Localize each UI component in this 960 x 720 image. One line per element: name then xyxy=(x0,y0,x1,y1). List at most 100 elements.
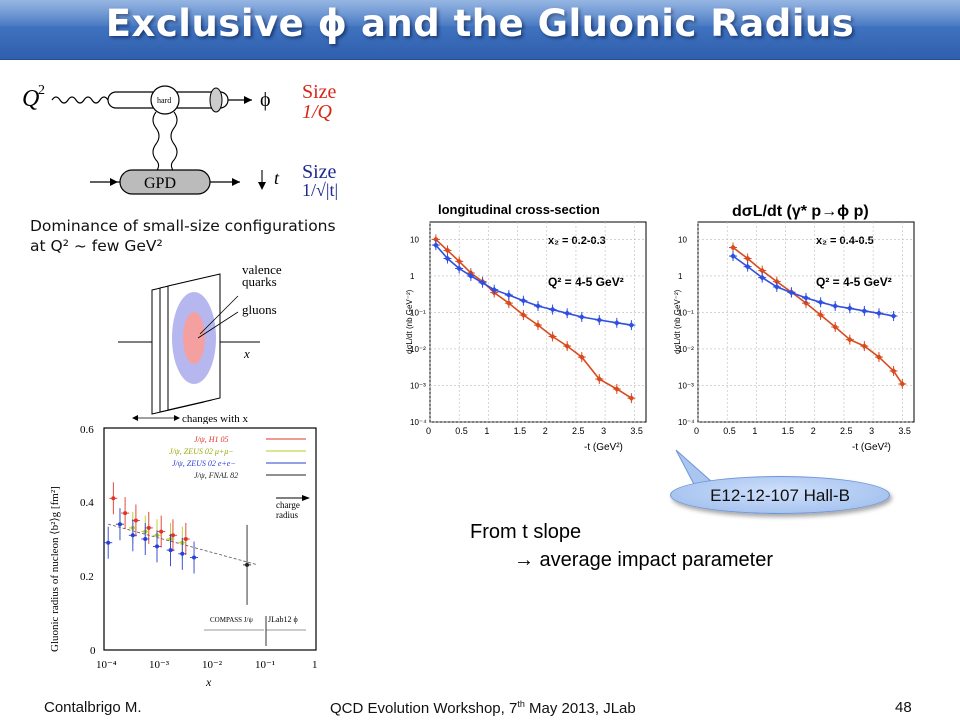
panel-ticks: 0 0.5 1 1.5 2 2.5 3 3.5 10 1 10⁻¹ 10⁻² 10⁻³ 10⁻⁴ xyxy=(410,235,643,436)
data-point xyxy=(832,323,839,330)
size-bottom-value: 1/√|t| xyxy=(302,180,338,200)
hard-blob xyxy=(150,85,180,115)
data-point xyxy=(730,253,737,260)
data-point xyxy=(564,310,571,317)
callout-label: E12-12-107 Hall-B xyxy=(710,486,850,505)
data-point xyxy=(773,278,780,285)
x-tick-label: 2 xyxy=(543,426,548,436)
panel-title: dσL/dt (γ* p→ϕ p) xyxy=(732,203,869,220)
panel-frame xyxy=(697,221,915,423)
data-point xyxy=(803,294,809,301)
jlab-label: JLab12 ϕ xyxy=(268,615,298,624)
y-tick-label: 10 xyxy=(410,235,419,244)
radius-xtick: 10⁻² xyxy=(202,659,223,671)
gluon-ellipse xyxy=(183,312,205,364)
data-point xyxy=(456,258,463,265)
legend-entry: J/ψ, H1 05 xyxy=(194,435,229,444)
radius-marks xyxy=(104,482,258,605)
panel-ticks: 0 0.5 1 1.5 2 2.5 3 3.5 10 1 10⁻¹ 10⁻² 10⁻³ 10⁻⁴ xyxy=(678,235,911,436)
x-tick-label: 0 xyxy=(694,426,699,436)
data-point xyxy=(578,354,585,361)
legend-entry: J/ψ, ZEUS 02 e+e− xyxy=(172,459,236,468)
x-tick-label: 0.5 xyxy=(723,426,736,436)
changes-label: changes with x xyxy=(182,413,248,424)
panel-ylabel: dσL/dt (nb GeV⁻²) xyxy=(405,289,414,354)
gluonic-radius-plot: Gluonic radius of nucleon ⟨b²⟩g [fm²] x … xyxy=(49,424,318,688)
radius-ytick: 0.4 xyxy=(80,497,94,509)
data-point xyxy=(183,537,188,541)
data-point xyxy=(744,255,751,262)
data-point xyxy=(744,263,751,270)
data-point xyxy=(520,297,527,304)
footer-event-sup: th xyxy=(517,699,525,709)
panel-grid xyxy=(697,222,914,423)
x-tick-label: 2.5 xyxy=(840,426,853,436)
data-point xyxy=(613,319,620,326)
x-tick-label: 1.5 xyxy=(782,426,795,436)
dominance-text: Dominance of small-size configurations a… xyxy=(30,216,370,256)
dominance-line-1: Dominance of small-size configurations xyxy=(30,217,336,235)
x-tick-label: 1.5 xyxy=(514,426,527,436)
radius-xtick: 1 xyxy=(312,659,318,671)
arrow-left-icon xyxy=(132,415,138,421)
data-point xyxy=(180,551,185,556)
q2-sup: 2 xyxy=(38,83,45,98)
y-tick-label: 10⁻² xyxy=(678,345,694,354)
data-point xyxy=(817,299,824,306)
data-point xyxy=(890,312,897,319)
radius-ytick: 0.6 xyxy=(80,424,94,436)
x-tick-label: 2 xyxy=(811,426,816,436)
panel-q2-label: Q² = 4-5 GeV² xyxy=(548,275,624,289)
panel-title: longitudinal cross-section xyxy=(438,202,600,217)
data-point xyxy=(846,305,853,312)
data-point xyxy=(111,496,116,501)
charge-label-1: charge xyxy=(276,500,300,510)
t-label: t xyxy=(274,168,280,188)
panel-ylabel: dσL/dt (nb GeV⁻²) xyxy=(673,289,682,354)
data-point xyxy=(578,314,585,321)
data-point xyxy=(564,343,571,350)
y-tick-label: 10⁻³ xyxy=(678,381,694,390)
data-point xyxy=(505,292,512,299)
data-point xyxy=(168,548,173,553)
slide-title: Exclusive ϕ and the Gluonic Radius xyxy=(105,2,855,45)
data-point xyxy=(890,367,897,374)
y-tick-label: 10⁻⁴ xyxy=(678,418,695,427)
data-point xyxy=(479,279,486,286)
data-point xyxy=(596,317,603,324)
cross-section-panel-2: dσL/dt (γ* p→ϕ p) x₂ = 0.4-0.5 Q² = 4-5 … xyxy=(673,203,915,453)
radius-xtick: 10⁻¹ xyxy=(255,659,275,671)
data-point xyxy=(535,303,541,310)
data-point xyxy=(759,274,766,281)
data-point xyxy=(861,343,868,350)
panel-marks xyxy=(729,242,907,389)
data-point xyxy=(106,540,111,545)
data-point xyxy=(875,310,882,317)
data-point xyxy=(730,244,737,251)
data-point xyxy=(788,289,795,296)
radius-xticks: 10⁻⁴ 10⁻³ 10⁻² 10⁻¹ 1 xyxy=(96,659,318,671)
data-point xyxy=(444,247,451,254)
data-point xyxy=(846,336,853,343)
arrow-right-icon xyxy=(232,178,240,186)
phi-label: ϕ xyxy=(260,89,271,111)
radius-ytick: 0 xyxy=(90,645,96,657)
x-tick-label: 1 xyxy=(484,426,489,436)
data-point xyxy=(491,286,498,293)
x-tick-label: 3 xyxy=(869,426,874,436)
data-point xyxy=(628,322,635,329)
data-point xyxy=(773,283,780,290)
data-point xyxy=(505,300,512,307)
valence-label: valence xyxy=(242,262,282,277)
feynman-diagram: Q 2 hard ϕ GPD t Size 1/Q Size 1/√|t| xyxy=(22,81,338,200)
panel-grid xyxy=(429,222,646,423)
nucleon-sketch: valence quarks gluons x changes with x xyxy=(118,262,282,424)
data-point xyxy=(549,333,556,340)
data-point xyxy=(817,312,824,319)
meson-blob xyxy=(209,87,223,113)
y-tick-label: 10⁻⁴ xyxy=(410,418,427,427)
data-point xyxy=(832,303,839,310)
charge-label-2: radius xyxy=(276,510,298,520)
data-point xyxy=(628,395,635,402)
x-label: x xyxy=(243,346,250,361)
